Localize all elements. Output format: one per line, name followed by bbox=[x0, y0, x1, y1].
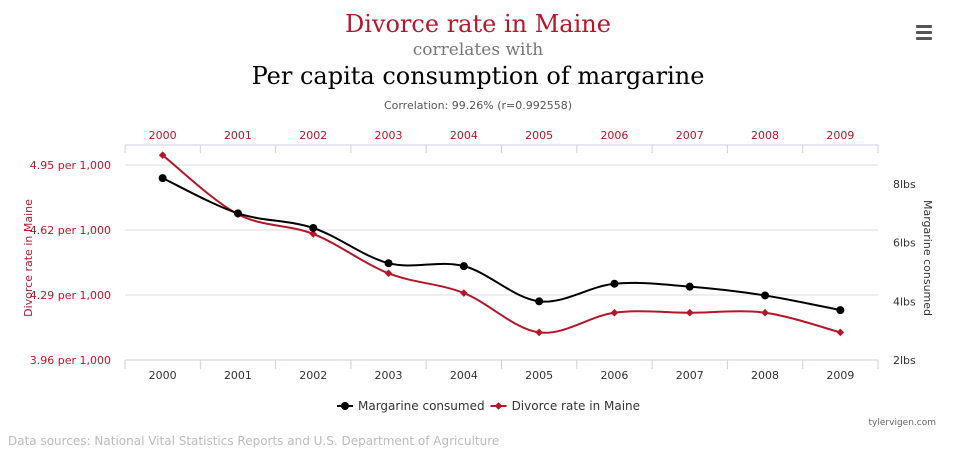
margarine-point bbox=[761, 291, 770, 300]
margarine-line bbox=[162, 177, 841, 312]
legend-divorce-label: Divorce rate in Maine bbox=[512, 399, 640, 413]
chart: 3.96 per 1,000 4.29 per 1,000 4.62 per 1,0… bbox=[22, 129, 934, 413]
top-tick-label: 2004 bbox=[450, 129, 478, 142]
divorce-point bbox=[384, 269, 393, 278]
divorce-point bbox=[685, 308, 694, 317]
left-tick-label: 4.95 per 1,000 bbox=[30, 159, 111, 172]
divorce-point bbox=[158, 151, 167, 159]
bottom-tick-label: 2005 bbox=[525, 369, 553, 382]
site-credit[interactable]: tylervigen.com bbox=[868, 418, 936, 428]
axes: 3.96 per 1,000 4.29 per 1,000 4.62 per 1,0… bbox=[22, 129, 934, 382]
series bbox=[158, 151, 845, 337]
divorce-line bbox=[162, 154, 841, 334]
bottom-tick-label: 2006 bbox=[600, 369, 628, 382]
right-tick-label: 8lbs bbox=[893, 178, 916, 191]
margarine-point bbox=[384, 259, 393, 268]
top-tick-label: 2008 bbox=[751, 129, 779, 142]
legend-margarine-marker bbox=[341, 402, 349, 410]
right-axis-title: Margarine consumed bbox=[921, 200, 934, 316]
margarine-point bbox=[459, 262, 468, 271]
top-tick-label: 2005 bbox=[525, 129, 553, 142]
legend-divorce-marker bbox=[494, 402, 503, 410]
top-tick-label: 2001 bbox=[224, 129, 252, 142]
bottom-tick-label: 2002 bbox=[299, 369, 327, 382]
margarine-point bbox=[233, 209, 242, 218]
correlation-text: Correlation: 99.26% (r=0.992558) bbox=[383, 99, 573, 112]
margarine-point bbox=[685, 282, 694, 291]
divorce-point bbox=[610, 308, 619, 317]
top-tick-label: 2007 bbox=[676, 129, 704, 142]
divorce-point bbox=[535, 328, 543, 337]
bottom-tick-label: 2003 bbox=[375, 369, 403, 382]
legend-margarine-label: Margarine consumed bbox=[358, 399, 485, 413]
top-tick-label: 2002 bbox=[299, 129, 327, 142]
margarine-point bbox=[309, 224, 318, 232]
left-tick-label: 4.62 per 1,000 bbox=[30, 224, 111, 237]
bottom-tick-label: 2009 bbox=[826, 369, 854, 382]
right-tick-label: 2lbs bbox=[893, 354, 916, 367]
top-tick-label: 2000 bbox=[149, 129, 177, 142]
margarine-point bbox=[158, 174, 167, 183]
chart-title: Divorce rate in Maine bbox=[345, 10, 611, 38]
margarine-point bbox=[836, 306, 845, 315]
divorce-point bbox=[761, 308, 769, 317]
bottom-tick-label: 2007 bbox=[676, 369, 704, 382]
right-tick-label: 6lbs bbox=[893, 237, 916, 250]
right-tick-label: 4lbs bbox=[893, 295, 916, 308]
chart-subtitle: Per capita consumption of margarine bbox=[251, 62, 705, 90]
legend: Margarine consumed Divorce rate in Maine bbox=[337, 399, 640, 413]
top-tick-label: 2003 bbox=[375, 129, 403, 142]
data-sources: Data sources: National Vital Statistics … bbox=[8, 434, 500, 448]
grid-lines bbox=[125, 164, 878, 361]
left-tick-label: 3.96 per 1,000 bbox=[30, 354, 111, 367]
bottom-tick-label: 2008 bbox=[751, 369, 779, 382]
bottom-tick-label: 2004 bbox=[450, 369, 478, 382]
divorce-point bbox=[309, 230, 318, 238]
menu-icon[interactable] bbox=[914, 24, 934, 40]
margarine-point bbox=[610, 279, 619, 288]
divorce-point bbox=[836, 328, 845, 337]
left-axis-title: Divorce rate in Maine bbox=[22, 199, 35, 317]
margarine-point bbox=[535, 297, 544, 306]
bottom-tick-label: 2001 bbox=[224, 369, 252, 382]
chart-connector: correlates with bbox=[412, 40, 544, 60]
left-tick-label: 4.29 per 1,000 bbox=[30, 289, 111, 302]
top-tick-label: 2009 bbox=[826, 129, 854, 142]
top-tick-label: 2006 bbox=[600, 129, 628, 142]
divorce-point bbox=[460, 289, 468, 297]
bottom-tick-label: 2000 bbox=[149, 369, 177, 382]
